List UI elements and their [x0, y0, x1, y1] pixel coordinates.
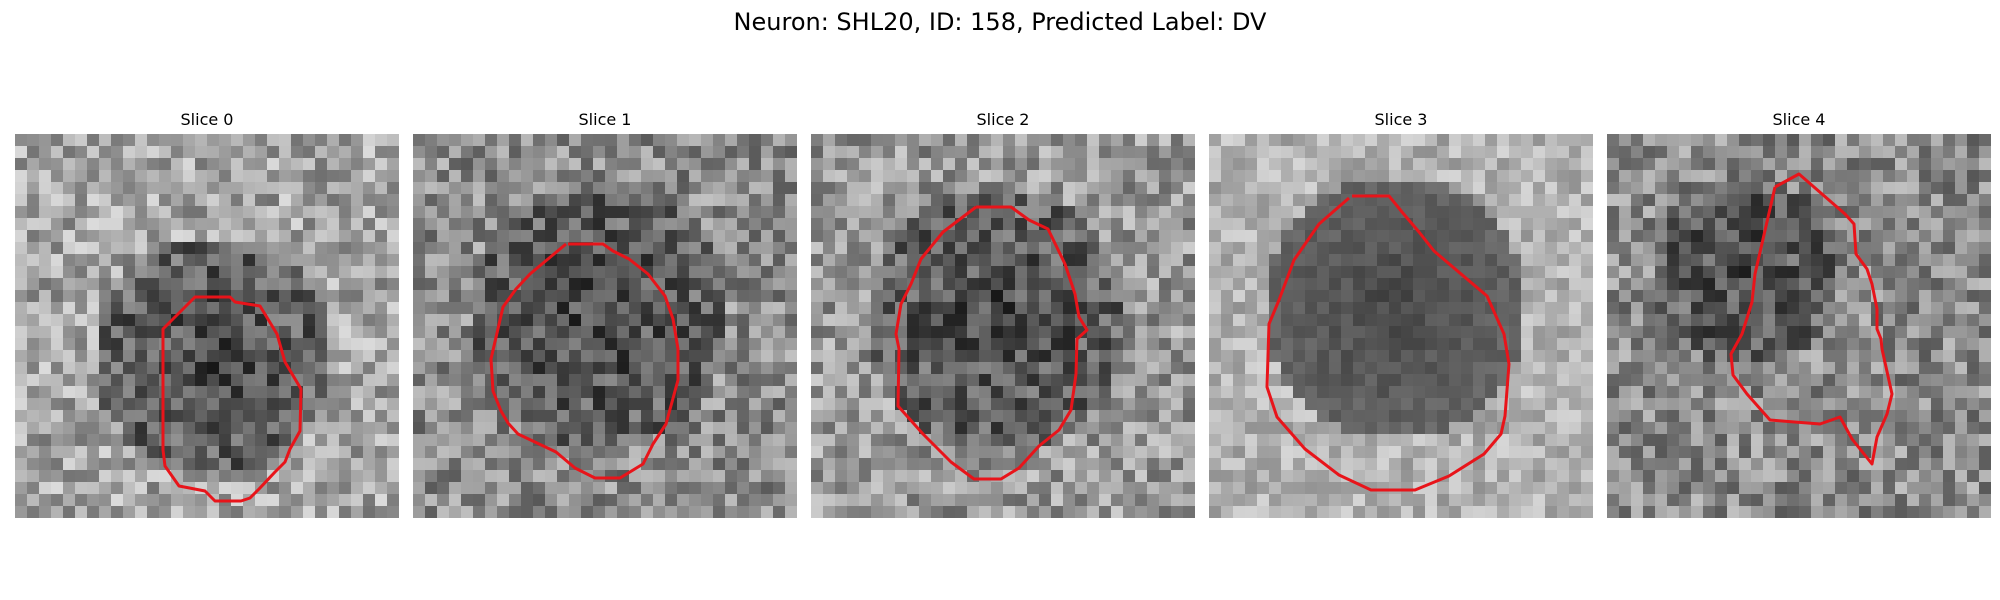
neuron-contour — [894, 205, 1089, 481]
microscopy-image — [1607, 134, 1991, 518]
neuron-contour — [1265, 194, 1511, 492]
slice-panel-1: Slice 1 — [413, 108, 797, 518]
slice-title: Slice 2 — [976, 110, 1030, 129]
slice-panel-0: Slice 0 — [15, 108, 399, 518]
slice-panel-2: Slice 2 — [811, 108, 1195, 518]
slice-image — [1209, 134, 1593, 518]
slice-title: Slice 0 — [180, 110, 234, 129]
microscopy-image — [413, 134, 797, 518]
microscopy-image — [1209, 134, 1593, 518]
neuron-contour — [1729, 172, 1894, 466]
microscopy-image — [15, 134, 399, 518]
slice-title: Slice 4 — [1772, 110, 1826, 129]
slice-image — [811, 134, 1195, 518]
slice-image — [15, 134, 399, 518]
slice-panel-4: Slice 4 — [1607, 108, 1991, 518]
slice-title: Slice 1 — [578, 110, 632, 129]
neuron-contour — [489, 242, 680, 480]
microscopy-image — [811, 134, 1195, 518]
slice-image — [413, 134, 797, 518]
slice-image — [1607, 134, 1991, 518]
slice-panel-3: Slice 3 — [1209, 108, 1593, 518]
figure-title: Neuron: SHL20, ID: 158, Predicted Label:… — [733, 8, 1267, 36]
neuron-contour — [161, 295, 303, 503]
slice-title: Slice 3 — [1374, 110, 1428, 129]
